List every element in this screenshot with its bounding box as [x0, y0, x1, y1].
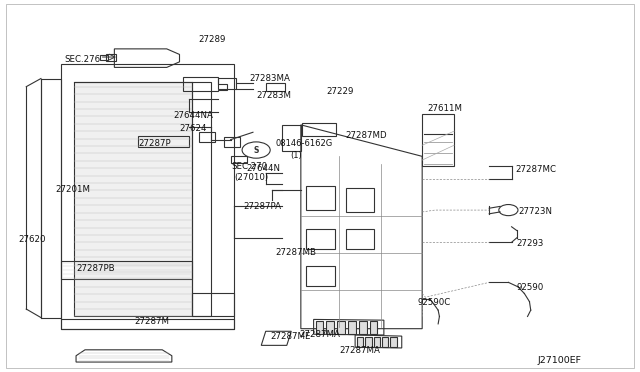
- Text: 92590: 92590: [516, 283, 543, 292]
- Text: 27287MA: 27287MA: [300, 330, 340, 339]
- Text: 27287PA: 27287PA: [243, 202, 282, 211]
- Text: SEC.270: SEC.270: [232, 162, 268, 171]
- Polygon shape: [337, 321, 345, 334]
- Text: 27287MB: 27287MB: [275, 248, 316, 257]
- Text: J27100EF: J27100EF: [537, 356, 581, 365]
- Text: 27287ME: 27287ME: [271, 332, 311, 341]
- Polygon shape: [348, 321, 356, 334]
- Polygon shape: [357, 337, 364, 347]
- Text: 27293: 27293: [516, 239, 544, 248]
- Polygon shape: [74, 82, 192, 317]
- Text: 27644NA: 27644NA: [173, 111, 213, 120]
- Text: (27010): (27010): [234, 173, 268, 182]
- Text: 27283MA: 27283MA: [250, 74, 291, 83]
- Polygon shape: [374, 337, 380, 347]
- Polygon shape: [316, 321, 323, 334]
- Text: 27287PB: 27287PB: [76, 264, 115, 273]
- Polygon shape: [382, 337, 388, 347]
- Text: SEC.276: SEC.276: [65, 55, 100, 64]
- Text: 27229: 27229: [326, 87, 354, 96]
- Text: 27624: 27624: [179, 124, 207, 133]
- Text: 27287MA: 27287MA: [339, 346, 380, 355]
- Text: S: S: [253, 145, 259, 154]
- Polygon shape: [370, 321, 378, 334]
- Text: 27644N: 27644N: [246, 164, 280, 173]
- Text: 27287MD: 27287MD: [346, 131, 387, 141]
- Polygon shape: [326, 321, 334, 334]
- Text: 27287MC: 27287MC: [515, 165, 556, 174]
- Text: 08146-6162G: 08146-6162G: [275, 139, 333, 148]
- Polygon shape: [359, 321, 367, 334]
- Text: 27723N: 27723N: [518, 207, 552, 216]
- Text: 27611M: 27611M: [428, 104, 462, 113]
- Text: 92590C: 92590C: [418, 298, 451, 307]
- Text: 27201M: 27201M: [55, 185, 90, 194]
- Text: 27287M: 27287M: [135, 317, 170, 326]
- Text: 27620: 27620: [19, 235, 46, 244]
- Text: 27283M: 27283M: [256, 91, 291, 100]
- Text: 27287P: 27287P: [138, 139, 171, 148]
- Text: 27289: 27289: [198, 35, 226, 44]
- Polygon shape: [390, 337, 397, 347]
- Text: (1): (1): [290, 151, 301, 160]
- Polygon shape: [365, 337, 372, 347]
